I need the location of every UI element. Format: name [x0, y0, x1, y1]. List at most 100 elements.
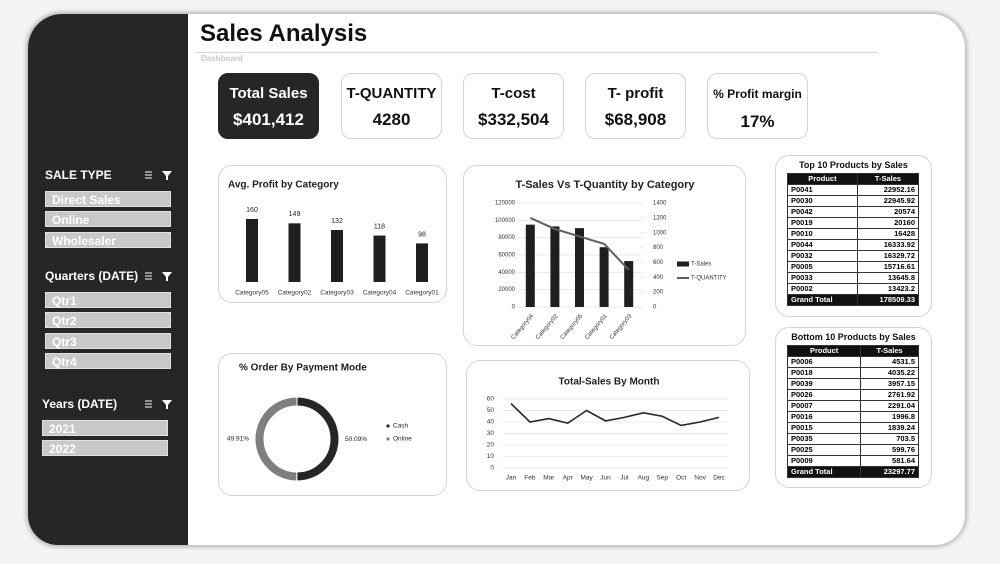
bar [550, 226, 560, 307]
x-tick-label: Mar [543, 475, 555, 482]
table-row: P0042 20574 [787, 206, 920, 218]
x-tick-label: Category02 [535, 313, 560, 341]
table-row: P0019 20160 [787, 217, 920, 229]
bar [599, 247, 609, 307]
data-label: 160 [246, 207, 258, 214]
table-row: P0041 22952.16 [787, 184, 920, 196]
slicer-button[interactable]: Qtr4 [45, 352, 171, 369]
y-tick-label: 40000 [498, 270, 515, 276]
header-row: Product T-Sales [787, 173, 920, 185]
kpi-card: % Profit margin 17% [707, 73, 808, 139]
table-cell: P0042 [787, 206, 858, 218]
slicer-icons [145, 272, 172, 281]
table-title: Top 10 Products by Sales [799, 160, 908, 170]
table-cell: 703.5 [860, 433, 919, 445]
table-cell: P0033 [787, 272, 858, 284]
chart-card: Total-Sales By Month 0 10 20 30 40 50 60 Jan Feb M… [466, 360, 750, 491]
table-cell: 16329.72 [856, 250, 920, 262]
legend-swatch [677, 261, 689, 267]
y-tick-label: 100000 [495, 218, 516, 224]
kpi-value: 4280 [372, 110, 411, 129]
line-series [529, 216, 630, 271]
slicer-button[interactable]: 2022 [42, 440, 168, 457]
table-row: P0039 3957.15 [786, 378, 919, 390]
icon-filter [162, 400, 172, 409]
y-tick-label: 0 [490, 465, 494, 472]
slicer-title: SALE TYPE [45, 168, 112, 182]
chart-card: Avg. Profit by Category 160 Category05 149 C… [218, 165, 447, 303]
x-tick-label: Dec [713, 475, 725, 482]
legend-label: Cash [393, 423, 409, 430]
x-tick-label: May [580, 475, 593, 482]
data-label: 132 [331, 218, 343, 225]
kpi-label: T-cost [491, 85, 536, 102]
x-tick-label: Category04 [363, 290, 397, 297]
legend-swatch [386, 424, 390, 428]
slicer-button[interactable]: Online [45, 211, 171, 228]
kpi-value: $332,504 [478, 110, 549, 129]
bar [288, 223, 301, 282]
slicer-button[interactable]: Wholesaler [45, 231, 171, 248]
table-cell: 4531.5 [860, 356, 919, 368]
icon-filter [162, 272, 172, 281]
total-cell: 23297.77 [860, 466, 919, 478]
table-cell: P0007 [786, 400, 862, 412]
bar [525, 224, 535, 307]
kpi-card: Total Sales $401,412 [218, 73, 319, 139]
table-row: P0018 4035.22 [786, 367, 919, 379]
table-cell: P0002 [787, 283, 858, 295]
y-tick-label: 20 [487, 442, 495, 449]
dashboard-subtitle: Dashboard [201, 54, 243, 63]
table-title: Bottom 10 Products by Sales [791, 332, 916, 342]
x-tick-label: Sep [656, 475, 668, 482]
y2-tick-label: 800 [653, 245, 664, 251]
bar [331, 230, 343, 282]
chart-card: % Order By Payment Mode 50.09% Cash 49.91% O… [218, 353, 447, 496]
table-row: P0015 1839.24 [786, 422, 919, 434]
data-label: 98 [418, 231, 426, 238]
legend-label: Online [393, 436, 412, 443]
table-cell: P0044 [787, 239, 858, 251]
table-row: P0035 703.5 [786, 433, 919, 445]
table-cell: P0030 [787, 195, 858, 207]
x-tick-label: Category03 [320, 290, 354, 297]
data-label: 118 [374, 223, 385, 230]
table-cell: 2291.04 [860, 400, 919, 412]
table-row: P0007 2291.04 [786, 400, 919, 412]
y-tick-label: 20000 [498, 287, 515, 293]
chart-title: Avg. Profit by Category [228, 180, 339, 191]
total-row: Grand Total 23297.77 [786, 466, 919, 478]
table-cell: P0032 [787, 250, 858, 262]
data-table: Product T-Sales P0041 22952.16 P0030 22945.92… [787, 173, 920, 306]
bar [416, 243, 428, 282]
x-tick-label: Category01 [405, 290, 439, 297]
kpi-card: T-QUANTITY 4280 [341, 73, 442, 139]
y-tick-label: 120000 [495, 201, 516, 207]
data-label: 149 [289, 211, 301, 218]
slicer-button[interactable]: Direct Sales [45, 191, 171, 207]
table-cell: P0005 [787, 261, 858, 273]
table-cell: 4035.22 [860, 367, 919, 379]
total-row: Grand Total 178509.33 [787, 294, 920, 306]
y2-tick-label: 0 [653, 305, 657, 311]
y-tick-label: 40 [487, 419, 495, 426]
table-cell: 20160 [856, 217, 920, 229]
y2-tick-label: 1400 [653, 201, 667, 207]
y-tick-label: 80000 [498, 235, 515, 241]
slicer-button[interactable]: Qtr2 [45, 312, 171, 329]
slicer-button[interactable]: Qtr3 [45, 332, 171, 349]
chart-card: T-Sales Vs T-Quantity by Category 0 20000 4… [463, 165, 746, 346]
x-tick-label: Jan [506, 475, 517, 482]
slicer-button[interactable]: 2021 [42, 420, 168, 436]
data-table: Product T-Sales P0006 4531.5 P0018 4035.22 P00… [786, 345, 919, 478]
table-row: P0016 1996.8 [786, 411, 919, 423]
x-tick-label: Category03 [609, 313, 634, 341]
data-label: 49.91% [227, 436, 249, 443]
table-cell: P0010 [787, 228, 858, 240]
slicer-button[interactable]: Qtr1 [45, 292, 171, 308]
table-row: P0002 13423.2 [787, 283, 920, 295]
kpi-label: Total Sales [229, 85, 308, 102]
dashboard-title: Sales Analysis [200, 20, 368, 47]
slicer-title: Years (DATE) [42, 397, 118, 411]
